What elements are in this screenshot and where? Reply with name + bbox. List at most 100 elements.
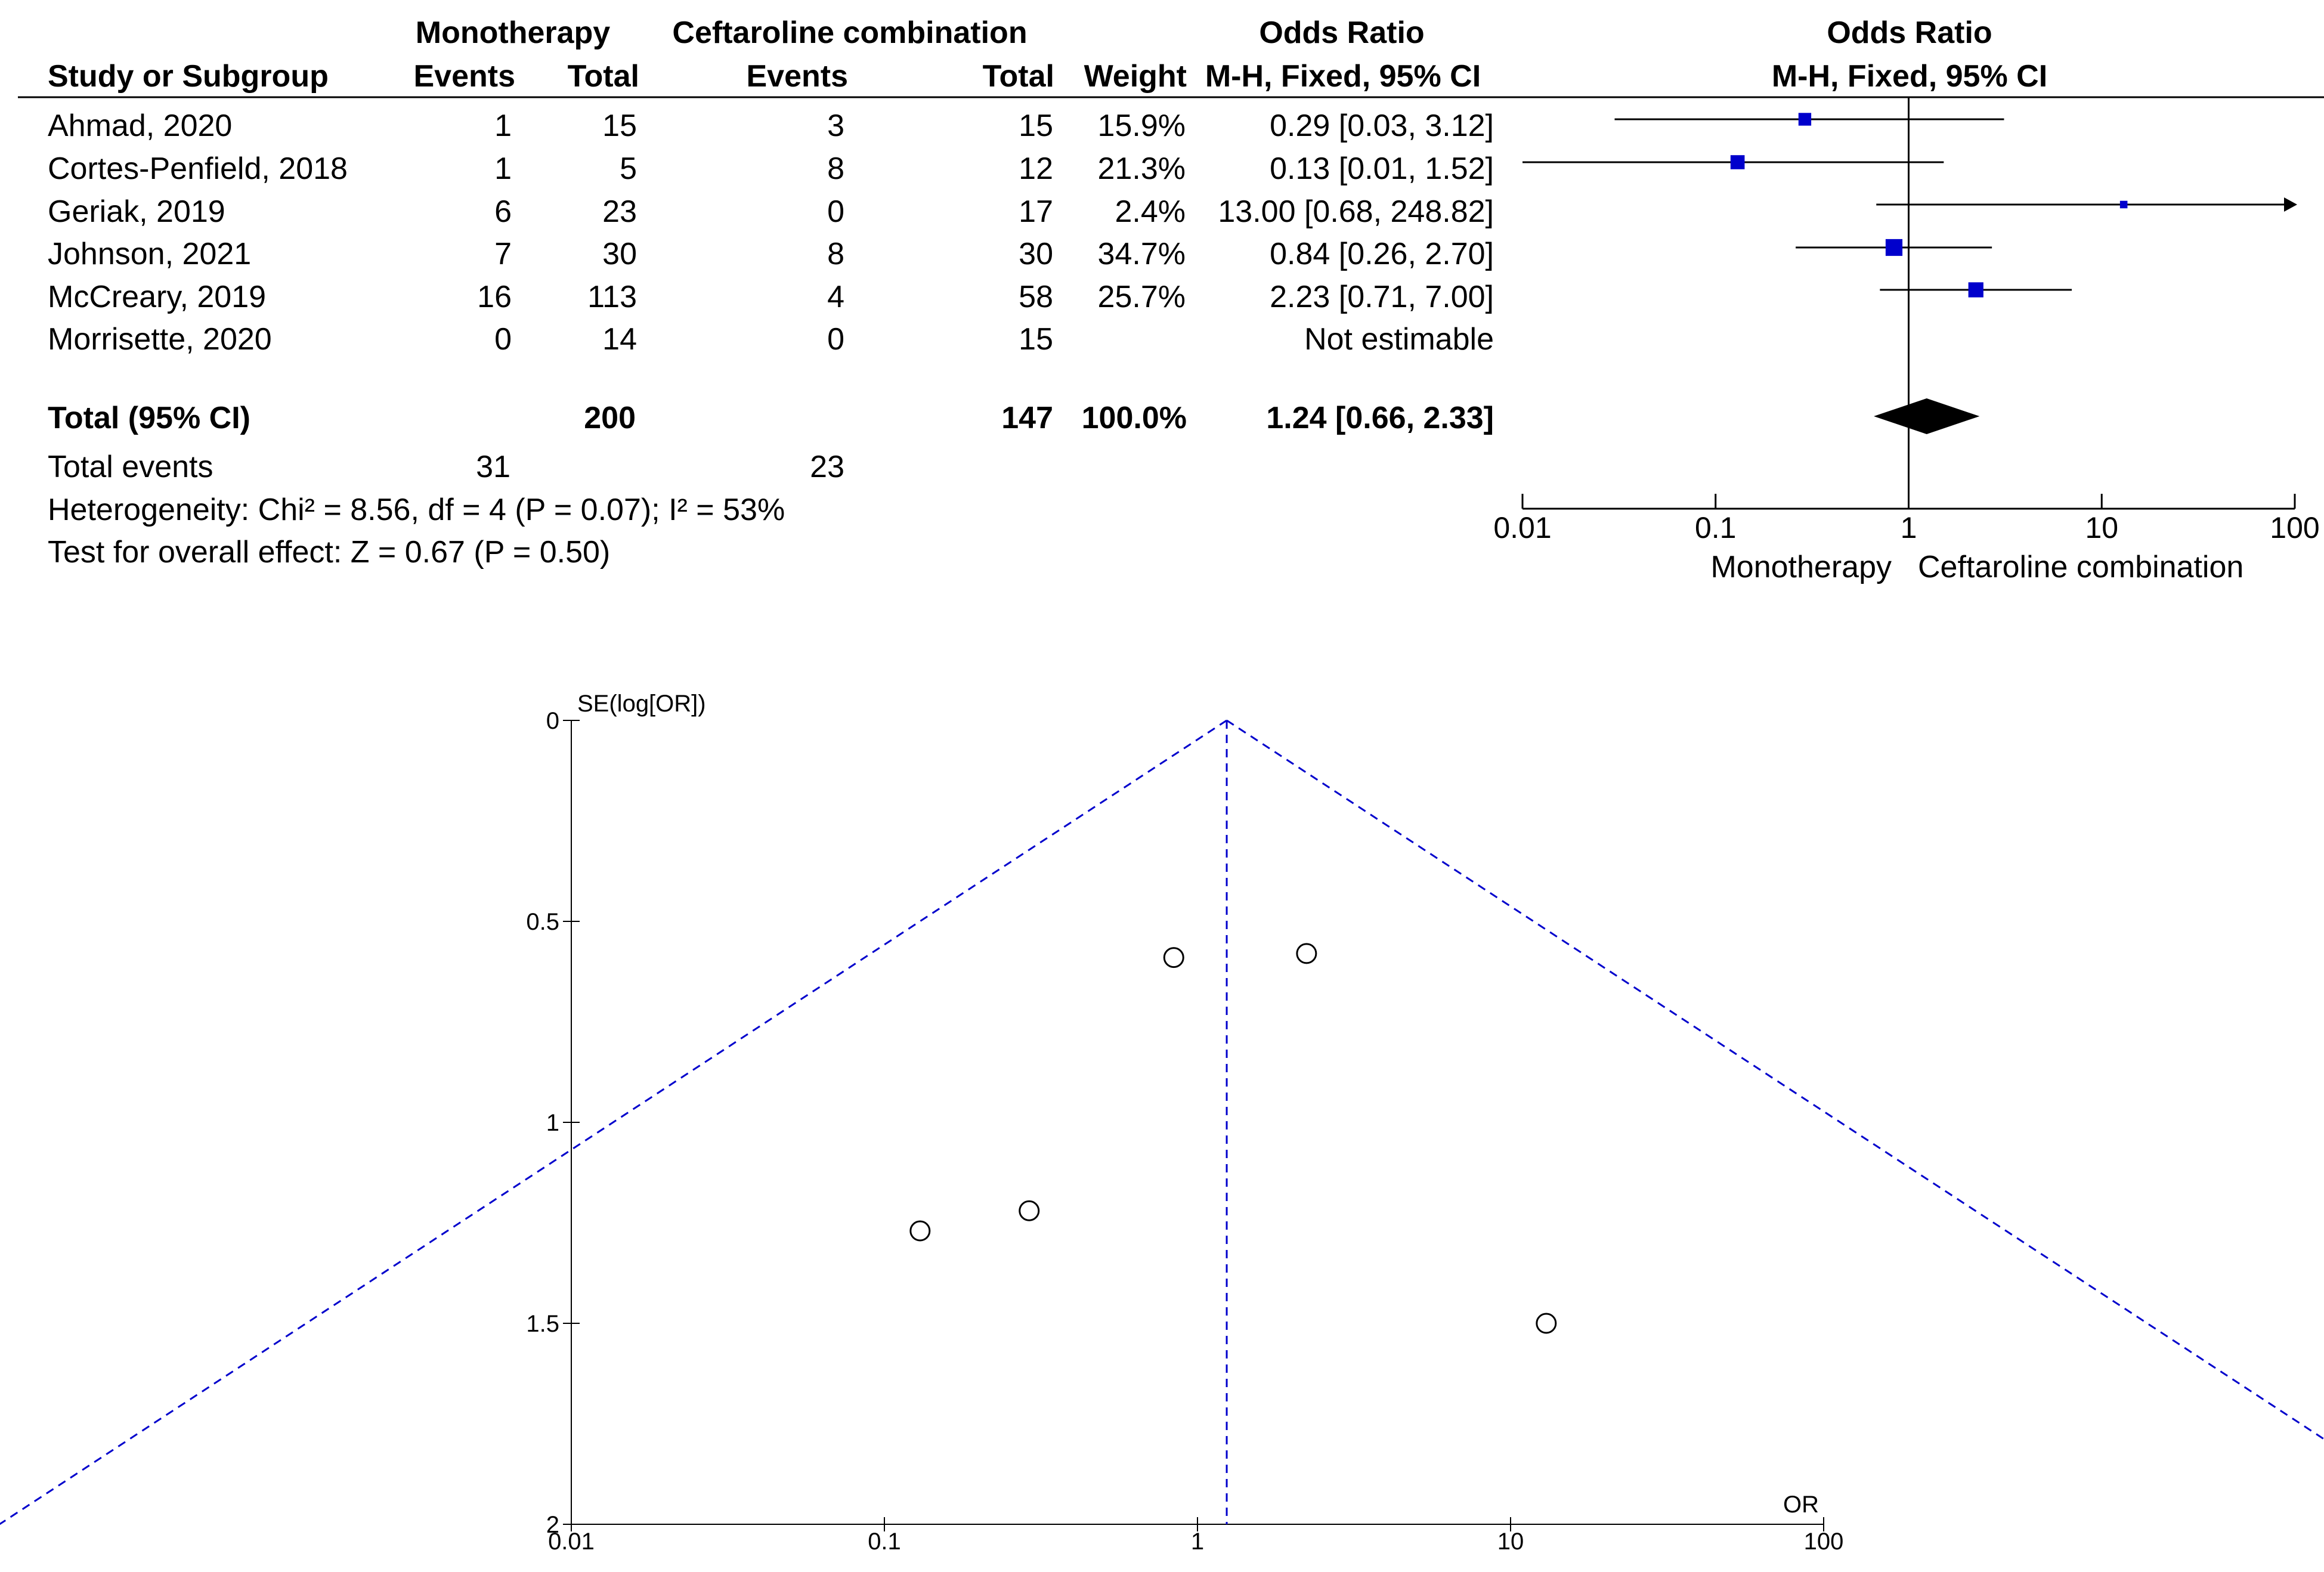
funnel-right-limit [1226, 719, 2324, 1440]
total-or-ci: 1.24 [0.66, 2.33] [1266, 401, 1494, 435]
funnel-x-tick-label: 100 [1804, 1528, 1844, 1555]
forest-ci-arrow [2284, 197, 2297, 212]
forest-study-marker [1968, 282, 1983, 298]
study-name: Geriak, 2019 [48, 194, 225, 229]
exp-events: 1 [494, 151, 512, 186]
or-ci: 2.23 [0.71, 7.00] [1270, 280, 1494, 314]
exp-total: 23 [602, 194, 637, 229]
total-events-ctl: 23 [810, 450, 844, 484]
funnel-y-tick-label: 0.5 [526, 909, 559, 935]
study-name: Morrisette, 2020 [48, 322, 272, 357]
forest-study-marker [2119, 200, 2128, 209]
funnel-y-tick-label: 1 [546, 1110, 559, 1136]
exp-events: 7 [494, 237, 512, 271]
forest-x-tick-label: 1 [1901, 511, 1917, 544]
exp-total: 113 [587, 280, 637, 314]
weight: 15.9% [1098, 109, 1186, 143]
ctl-events: 8 [827, 237, 844, 271]
study-name: Ahmad, 2020 [48, 109, 232, 143]
weight: 21.3% [1098, 151, 1186, 186]
funnel-x-tick-label: 0.1 [868, 1528, 901, 1555]
col-plot-method: M-H, Fixed, 95% CI [1772, 59, 2047, 94]
col-study: Study or Subgroup [48, 59, 329, 94]
total-events-row: Total events 31 23 [48, 450, 844, 484]
table-row: Ahmad, 2020 1 15 3 15 15.9% 0.29 [0.03, … [48, 109, 1494, 143]
header-ceftaroline: Ceftaroline combination [672, 16, 1027, 50]
forest-markers [1730, 113, 2128, 434]
table-row: Cortes-Penfield, 2018 1 5 8 12 21.3% 0.1… [48, 151, 1494, 186]
ctl-events: 0 [827, 322, 844, 357]
exp-total: 15 [602, 109, 637, 143]
study-name: Cortes-Penfield, 2018 [48, 151, 348, 186]
exp-total: 14 [602, 322, 637, 357]
forest-axis: 0.01 0.1 1 10 100 [1493, 494, 2320, 544]
funnel-left-limit [0, 719, 1227, 1525]
exp-events: 6 [494, 194, 512, 229]
forest-table: Monotherapy Ceftaroline combination Odds… [18, 16, 2324, 570]
or-ci: 0.13 [0.01, 1.52] [1270, 151, 1494, 186]
table-row: McCreary, 2019 16 113 4 58 25.7% 2.23 [0… [48, 280, 1494, 314]
funnel-x-tick-label: 0.01 [548, 1528, 595, 1555]
exp-events: 16 [477, 280, 512, 314]
ctl-total: 12 [1019, 151, 1053, 186]
ctl-events: 4 [827, 280, 844, 314]
funnel-x-tick-label: 10 [1497, 1528, 1524, 1555]
forest-x-tick-label: 0.1 [1695, 511, 1737, 544]
header-or-title: Odds Ratio [1259, 16, 1424, 50]
funnel-xlabel: OR [1783, 1491, 1819, 1518]
weight: 34.7% [1098, 237, 1186, 271]
ctl-events: 8 [827, 151, 844, 186]
ctl-total: 15 [1019, 109, 1053, 143]
total-label: Total (95% CI) [48, 401, 250, 435]
header-monotherapy: Monotherapy [416, 16, 611, 50]
heterogeneity-text: Heterogeneity: Chi² = 8.56, df = 4 (P = … [48, 493, 785, 527]
funnel-plot: 0 0.5 1 1.5 20.01 0.1 1 10 100 SE(log[OR]) OR [0, 691, 2324, 1555]
or-ci: 0.29 [0.03, 3.12] [1270, 109, 1494, 143]
forest-plot-area: 0.01 0.1 1 10 100 Monotherapy Ceftaroline co… [1493, 97, 2320, 584]
study-name: McCreary, 2019 [48, 280, 266, 314]
exp-events: 1 [494, 109, 512, 143]
favours-left-label: Monotherapy [1710, 550, 1892, 584]
funnel-study-point [1536, 1313, 1557, 1334]
col-exp-total: Total [568, 59, 639, 94]
funnel-axes: 0 0.5 1 1.5 20.01 0.1 1 10 100 [526, 708, 1843, 1555]
ctl-total: 30 [1019, 237, 1053, 271]
study-name: Johnson, 2021 [48, 237, 251, 271]
exp-total: 5 [620, 151, 637, 186]
ctl-total: 58 [1019, 280, 1053, 314]
funnel-y-tick-label: 2 [546, 1512, 559, 1538]
forest-study-marker [1885, 239, 1903, 256]
funnel-x-tick-label: 1 [1191, 1528, 1204, 1555]
forest-pooled-diamond [1874, 398, 1980, 434]
overall-effect-text: Test for overall effect: Z = 0.67 (P = 0… [48, 535, 610, 570]
funnel-study-point [1296, 943, 1317, 964]
forest-study-marker [1730, 155, 1745, 169]
ctl-events: 3 [827, 109, 844, 143]
forest-x-tick-label: 10 [2085, 511, 2118, 544]
funnel-study-point [909, 1220, 931, 1242]
favours-right-label: Ceftaroline combination [1918, 550, 2243, 584]
exp-total: 30 [602, 237, 637, 271]
table-row: Johnson, 2021 7 30 8 30 34.7% 0.84 [0.26… [48, 237, 1494, 271]
col-weight: Weight [1084, 59, 1187, 94]
total-row: Total (95% CI) 200 147 100.0% 1.24 [0.66… [48, 401, 1494, 435]
or-ci: 13.00 [0.68, 248.82] [1218, 194, 1494, 229]
total-events-exp: 31 [476, 450, 510, 484]
funnel-y-tick-label: 1.5 [526, 1311, 559, 1337]
funnel-study-point [1019, 1200, 1040, 1221]
ctl-total: 17 [1019, 194, 1053, 229]
total-exp: 200 [584, 401, 636, 435]
forest-ci-lines [1522, 97, 2297, 494]
or-ci: 0.84 [0.26, 2.70] [1270, 237, 1494, 271]
col-exp-events: Events [413, 59, 515, 94]
total-events-label: Total events [48, 450, 213, 484]
weight: 2.4% [1115, 194, 1186, 229]
funnel-study-point [1163, 947, 1184, 968]
or-ci: Not estimable [1304, 322, 1494, 357]
total-weight: 100.0% [1082, 401, 1187, 435]
weight: 25.7% [1098, 280, 1186, 314]
header-plot-title: Odds Ratio [1827, 16, 1992, 50]
funnel-points [909, 943, 1557, 1334]
table-row: Geriak, 2019 6 23 0 17 2.4% 13.00 [0.68,… [48, 194, 1494, 229]
